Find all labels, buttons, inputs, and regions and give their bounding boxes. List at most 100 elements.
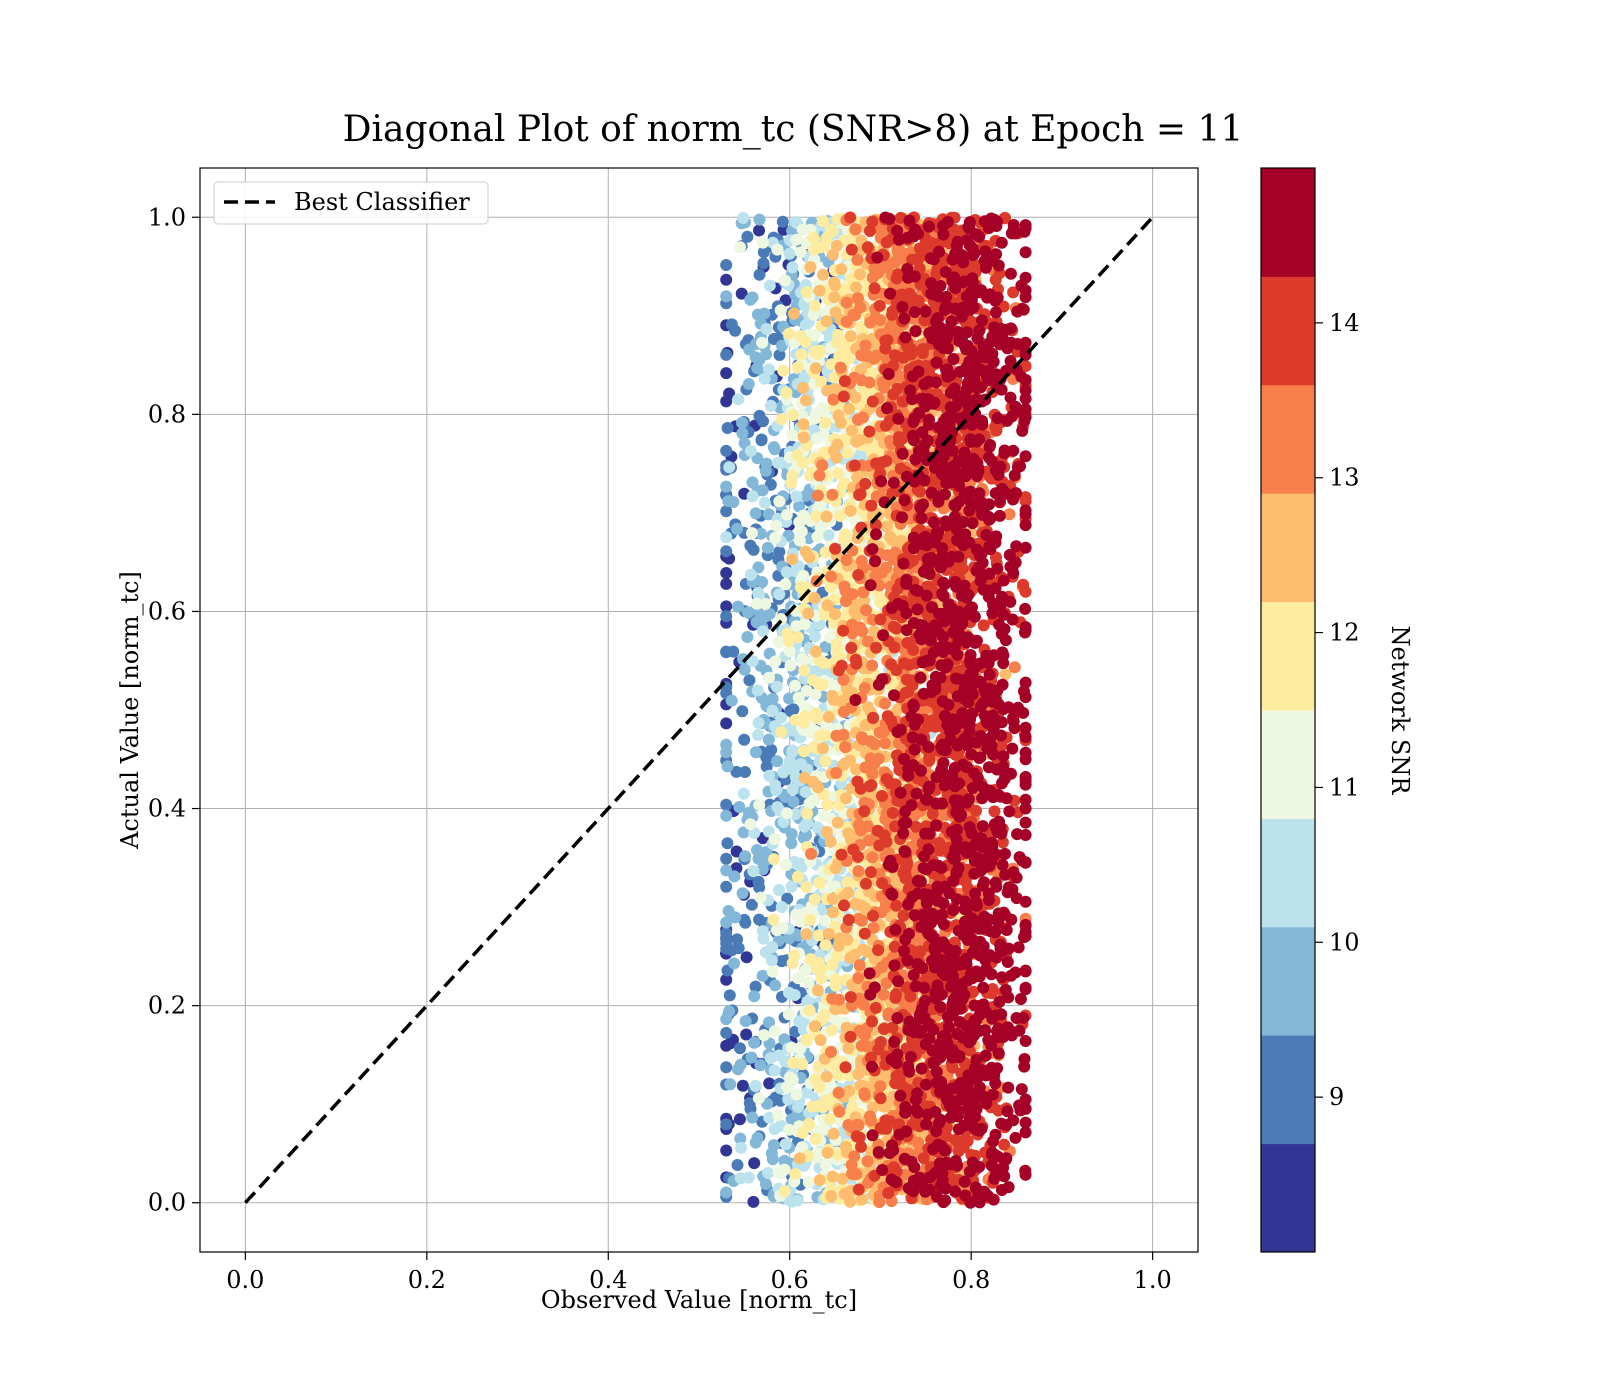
scatter-point: [813, 469, 826, 482]
scatter-point: [744, 818, 757, 831]
scatter-point: [783, 986, 795, 999]
scatter-point: [840, 792, 852, 805]
scatter-point: [851, 609, 864, 622]
scatter-point: [834, 361, 847, 374]
scatter-point: [876, 790, 888, 802]
scatter-point: [875, 961, 888, 974]
scatter-point: [826, 906, 839, 919]
scatter-point: [785, 837, 798, 850]
scatter-point: [775, 726, 788, 739]
scatter-point: [734, 1058, 747, 1071]
scatter-point: [722, 495, 735, 508]
scatter-point: [829, 279, 842, 292]
scatter-point: [772, 1109, 785, 1122]
scatter-point: [828, 1060, 841, 1072]
scatter-point: [749, 507, 762, 520]
scatter-point: [775, 413, 788, 426]
scatter-point: [786, 957, 799, 970]
scatter-point: [811, 1147, 823, 1159]
scatter-point: [733, 801, 746, 813]
scatter-point: [814, 375, 827, 388]
scatter-point: [812, 489, 824, 502]
scatter-point: [864, 316, 877, 329]
scatter-point: [746, 655, 759, 668]
scatter-point: [820, 232, 833, 245]
scatter-point: [752, 561, 765, 574]
scatter-point: [835, 695, 848, 708]
scatter-point: [853, 1024, 866, 1037]
scatter-point: [783, 692, 796, 705]
scatter-point: [741, 631, 754, 643]
scatter-point: [809, 688, 822, 701]
scatter-point: [753, 224, 765, 237]
scatter-point: [796, 223, 809, 236]
scatter-point: [744, 568, 757, 581]
scatter-point: [839, 595, 852, 608]
scatter-point: [748, 990, 761, 1003]
scatter-point: [738, 733, 751, 746]
scatter-point: [724, 1078, 737, 1091]
scatter-point: [799, 786, 812, 798]
scatter-point: [797, 418, 810, 431]
scatter-point: [861, 820, 874, 833]
scatter-point: [796, 456, 809, 469]
scatter-point: [800, 286, 813, 299]
scatter-point: [809, 1132, 822, 1145]
scatter-point: [720, 444, 733, 457]
scatter-point: [800, 928, 813, 941]
scatter-point: [851, 253, 864, 266]
scatter-point: [756, 863, 769, 876]
scatter-point: [796, 652, 809, 665]
scatter-point: [912, 1136, 925, 1149]
scatter-point: [789, 679, 802, 692]
scatter-point: [731, 933, 744, 946]
scatter-point: [801, 816, 814, 829]
scatter-point: [848, 459, 861, 472]
scatter-point: [864, 225, 876, 237]
scatter-point: [815, 962, 828, 975]
scatter-point: [837, 673, 850, 686]
scatter-point: [844, 330, 857, 343]
scatter-point: [739, 850, 752, 863]
scatter-point: [829, 608, 841, 621]
scatter-point: [786, 746, 799, 759]
scatter-point: [819, 546, 832, 559]
scatter-point: [1003, 508, 1016, 521]
scatter-point: [846, 618, 859, 631]
scatter-point: [866, 851, 879, 864]
scatter-point: [723, 461, 736, 474]
scatter-point: [742, 1171, 755, 1184]
scatter-point: [753, 268, 766, 281]
scatter-point: [720, 1026, 733, 1039]
scatter-point: [780, 508, 793, 521]
scatter-point: [872, 752, 885, 765]
scatter-point: [732, 393, 745, 406]
scatter-point: [833, 993, 845, 1006]
scatter-point: [798, 664, 811, 677]
scatter-point: [825, 570, 838, 583]
scatter-point: [785, 828, 798, 840]
scatter-point: [819, 416, 832, 429]
scatter-point: [720, 367, 733, 380]
scatter-point: [848, 948, 861, 961]
scatter-point: [790, 1088, 803, 1101]
scatter-point: [752, 728, 765, 741]
scatter-point: [809, 645, 822, 658]
scatter-point: [775, 955, 788, 968]
scatter-point: [814, 1034, 827, 1047]
scatter-point: [852, 972, 865, 984]
scatter-point: [814, 521, 827, 534]
scatter-point: [815, 972, 828, 985]
scatter-point: [720, 927, 733, 940]
scatter-point: [859, 339, 872, 352]
scatter-point: [855, 349, 868, 362]
scatter-point: [845, 1159, 858, 1171]
scatter-point: [720, 610, 733, 623]
scatter-point: [721, 422, 734, 434]
scatter-point: [823, 1112, 836, 1125]
scatter-point: [856, 411, 869, 424]
plot-area: 0.0 0.2 0.4 0.6 0.8 1.0 0.00.20.40.60.81.0: [148, 167, 1199, 1294]
scatter-point: [830, 766, 843, 779]
scatter-point: [724, 1037, 737, 1050]
